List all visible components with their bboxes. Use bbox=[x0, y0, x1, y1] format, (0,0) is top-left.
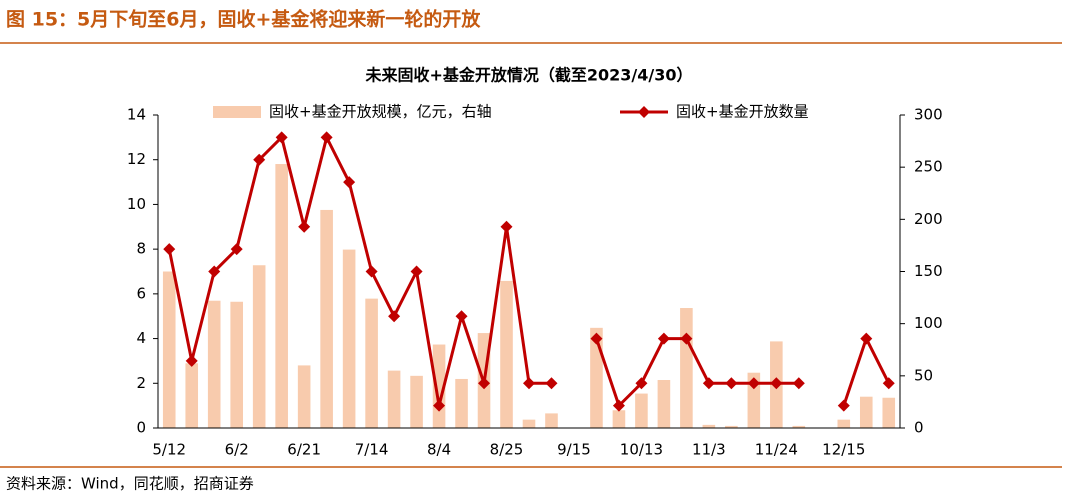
x-tick-label: 8/4 bbox=[427, 441, 451, 459]
bar bbox=[252, 265, 266, 428]
marker bbox=[702, 377, 715, 390]
bar bbox=[837, 419, 851, 428]
y-tick-label: 4 bbox=[136, 329, 146, 347]
marker bbox=[680, 332, 693, 345]
bar bbox=[859, 396, 873, 428]
marker bbox=[365, 265, 378, 278]
marker bbox=[275, 131, 288, 144]
marker bbox=[747, 377, 760, 390]
bar bbox=[725, 425, 738, 428]
x-tick-label: 5/12 bbox=[152, 441, 186, 459]
marker bbox=[837, 399, 850, 412]
marker bbox=[230, 243, 243, 256]
marker bbox=[388, 310, 401, 323]
x-tick-label: 11/3 bbox=[692, 441, 726, 459]
y2-tick-label: 300 bbox=[914, 106, 943, 124]
legend-marker bbox=[638, 106, 650, 118]
marker bbox=[410, 265, 423, 278]
marker bbox=[882, 377, 895, 390]
bar bbox=[612, 410, 626, 428]
source: 资料来源：Wind，同花顺，招商证券 bbox=[6, 475, 254, 493]
x-tick-label: 8/25 bbox=[490, 441, 524, 459]
y2-tick-label: 150 bbox=[914, 262, 943, 280]
legend-swatch bbox=[213, 106, 261, 118]
bar bbox=[522, 419, 536, 428]
marker bbox=[298, 220, 311, 233]
legend-label: 固收+基金开放规模，亿元，右轴 bbox=[269, 103, 492, 121]
x-tick-label: 6/21 bbox=[287, 441, 321, 459]
bar bbox=[635, 393, 648, 428]
bar bbox=[657, 380, 671, 428]
y-tick-label: 0 bbox=[136, 419, 146, 437]
marker bbox=[208, 265, 221, 278]
y-tick-label: 2 bbox=[136, 374, 146, 392]
marker bbox=[478, 377, 491, 390]
bar bbox=[207, 300, 221, 428]
bar bbox=[275, 164, 288, 428]
marker bbox=[657, 332, 670, 345]
bar bbox=[387, 370, 401, 428]
marker bbox=[343, 176, 356, 189]
bar bbox=[455, 378, 468, 428]
bar bbox=[162, 271, 176, 428]
chart-title: 未来固收+基金开放情况（截至2023/4/30） bbox=[364, 66, 692, 85]
y-tick-label: 12 bbox=[127, 150, 146, 168]
x-tick-label: 6/2 bbox=[225, 441, 249, 459]
bar bbox=[747, 372, 761, 428]
bar bbox=[500, 280, 513, 428]
marker bbox=[612, 399, 625, 412]
marker bbox=[185, 354, 198, 367]
marker bbox=[253, 153, 266, 166]
x-tick-label: 9/15 bbox=[557, 441, 591, 459]
marker bbox=[433, 399, 446, 412]
marker bbox=[792, 377, 805, 390]
y2-tick-label: 250 bbox=[914, 158, 943, 176]
marker bbox=[320, 131, 333, 144]
bar bbox=[230, 301, 243, 428]
y2-tick-label: 100 bbox=[914, 314, 943, 332]
marker bbox=[455, 310, 468, 323]
marker bbox=[545, 377, 558, 390]
marker bbox=[523, 377, 535, 390]
x-tick-label: 7/14 bbox=[355, 441, 389, 459]
y2-tick-label: 50 bbox=[914, 366, 933, 384]
marker bbox=[590, 332, 603, 345]
bar bbox=[342, 249, 356, 428]
bar bbox=[545, 413, 558, 428]
y-tick-label: 6 bbox=[136, 284, 146, 302]
x-tick-label: 11/24 bbox=[755, 441, 798, 459]
marker bbox=[163, 243, 176, 256]
bar bbox=[680, 308, 693, 428]
bar bbox=[297, 365, 311, 428]
bar bbox=[410, 375, 423, 428]
x-tick-label: 12/15 bbox=[822, 441, 865, 459]
x-tick-label: 10/13 bbox=[620, 441, 663, 459]
bar bbox=[185, 363, 199, 428]
bar bbox=[320, 209, 333, 428]
y-tick-label: 8 bbox=[136, 240, 146, 258]
marker bbox=[725, 377, 738, 390]
bar bbox=[882, 397, 896, 428]
bar bbox=[792, 425, 806, 428]
bar bbox=[702, 424, 716, 428]
marker bbox=[635, 377, 648, 390]
y2-tick-label: 0 bbox=[914, 419, 924, 437]
figure-title: 图 15：5月下旬至6月，固收+基金将迎来新一轮的开放 bbox=[6, 8, 481, 31]
y2-tick-label: 200 bbox=[914, 210, 943, 228]
bar bbox=[365, 298, 378, 428]
marker bbox=[770, 377, 783, 390]
marker bbox=[860, 332, 873, 345]
marker bbox=[500, 220, 513, 233]
bar bbox=[590, 327, 603, 428]
y-tick-label: 14 bbox=[127, 106, 146, 124]
y-tick-label: 10 bbox=[127, 195, 146, 213]
legend-label: 固收+基金开放数量 bbox=[676, 103, 809, 121]
